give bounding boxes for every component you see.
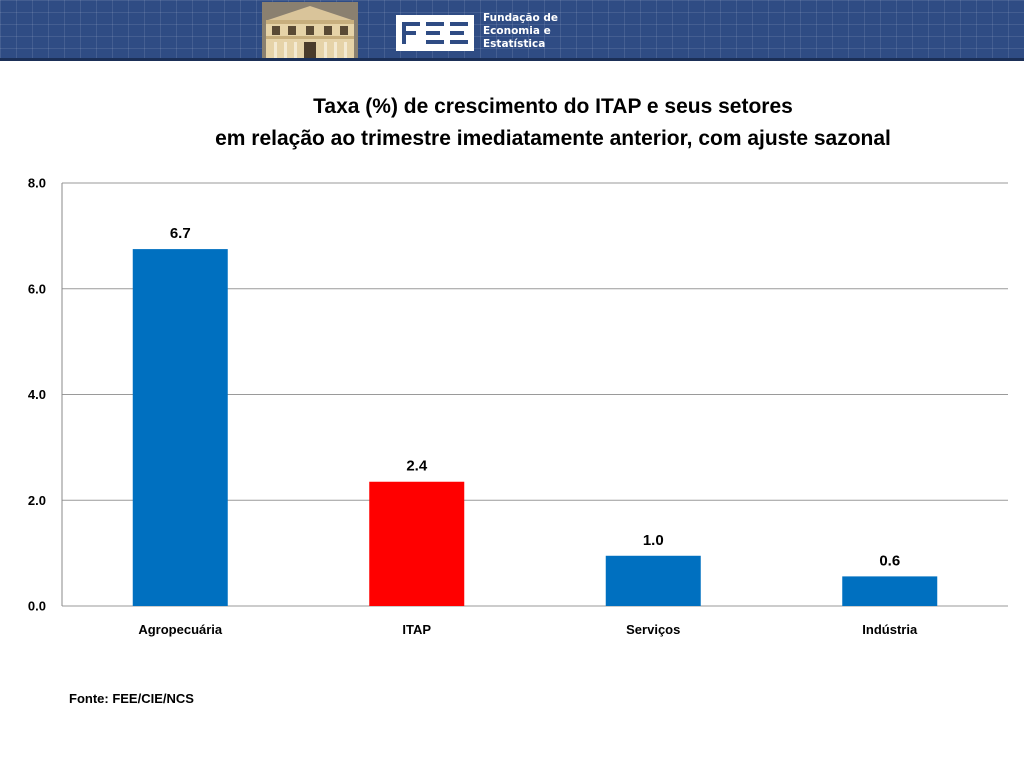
org-name-line: Fundação de: [483, 12, 559, 24]
data-label: 6.7: [170, 225, 191, 242]
y-tick-label: 4.0: [28, 387, 46, 402]
y-tick-label: 6.0: [28, 281, 46, 296]
y-tick-label: 8.0: [28, 176, 46, 191]
y-tick-label: 0.0: [28, 599, 46, 614]
bar: [369, 481, 465, 606]
fee-logo-icon: [396, 15, 474, 51]
org-name: Fundação de Economia e Estatística: [483, 12, 558, 51]
data-label: 2.4: [406, 458, 428, 475]
bar: [842, 576, 938, 606]
header-banner: [0, 0, 1024, 58]
bar: [605, 555, 701, 606]
x-tick-label: ITAP: [402, 622, 431, 637]
x-tick-label: Agropecuária: [138, 622, 223, 637]
data-label: 1.0: [643, 532, 664, 549]
chart-title-line-2: em relação ao trimestre imediatamente an…: [215, 127, 891, 150]
header-divider: [0, 58, 1024, 61]
chart-title: Taxa (%) de crescimento do ITAP e seus s…: [0, 91, 1024, 155]
org-name-line: Economia e: [483, 25, 551, 37]
org-name-line: Estatística: [483, 38, 546, 50]
bar: [132, 249, 228, 606]
x-tick-label: Serviços: [626, 622, 680, 637]
source-note: Fonte: FEE/CIE/NCS: [69, 691, 194, 706]
building-icon: [262, 2, 358, 58]
x-tick-label: Indústria: [862, 622, 918, 637]
chart-title-line-1: Taxa (%) de crescimento do ITAP e seus s…: [313, 95, 793, 118]
data-label: 0.6: [879, 552, 900, 569]
y-tick-label: 2.0: [28, 493, 46, 508]
